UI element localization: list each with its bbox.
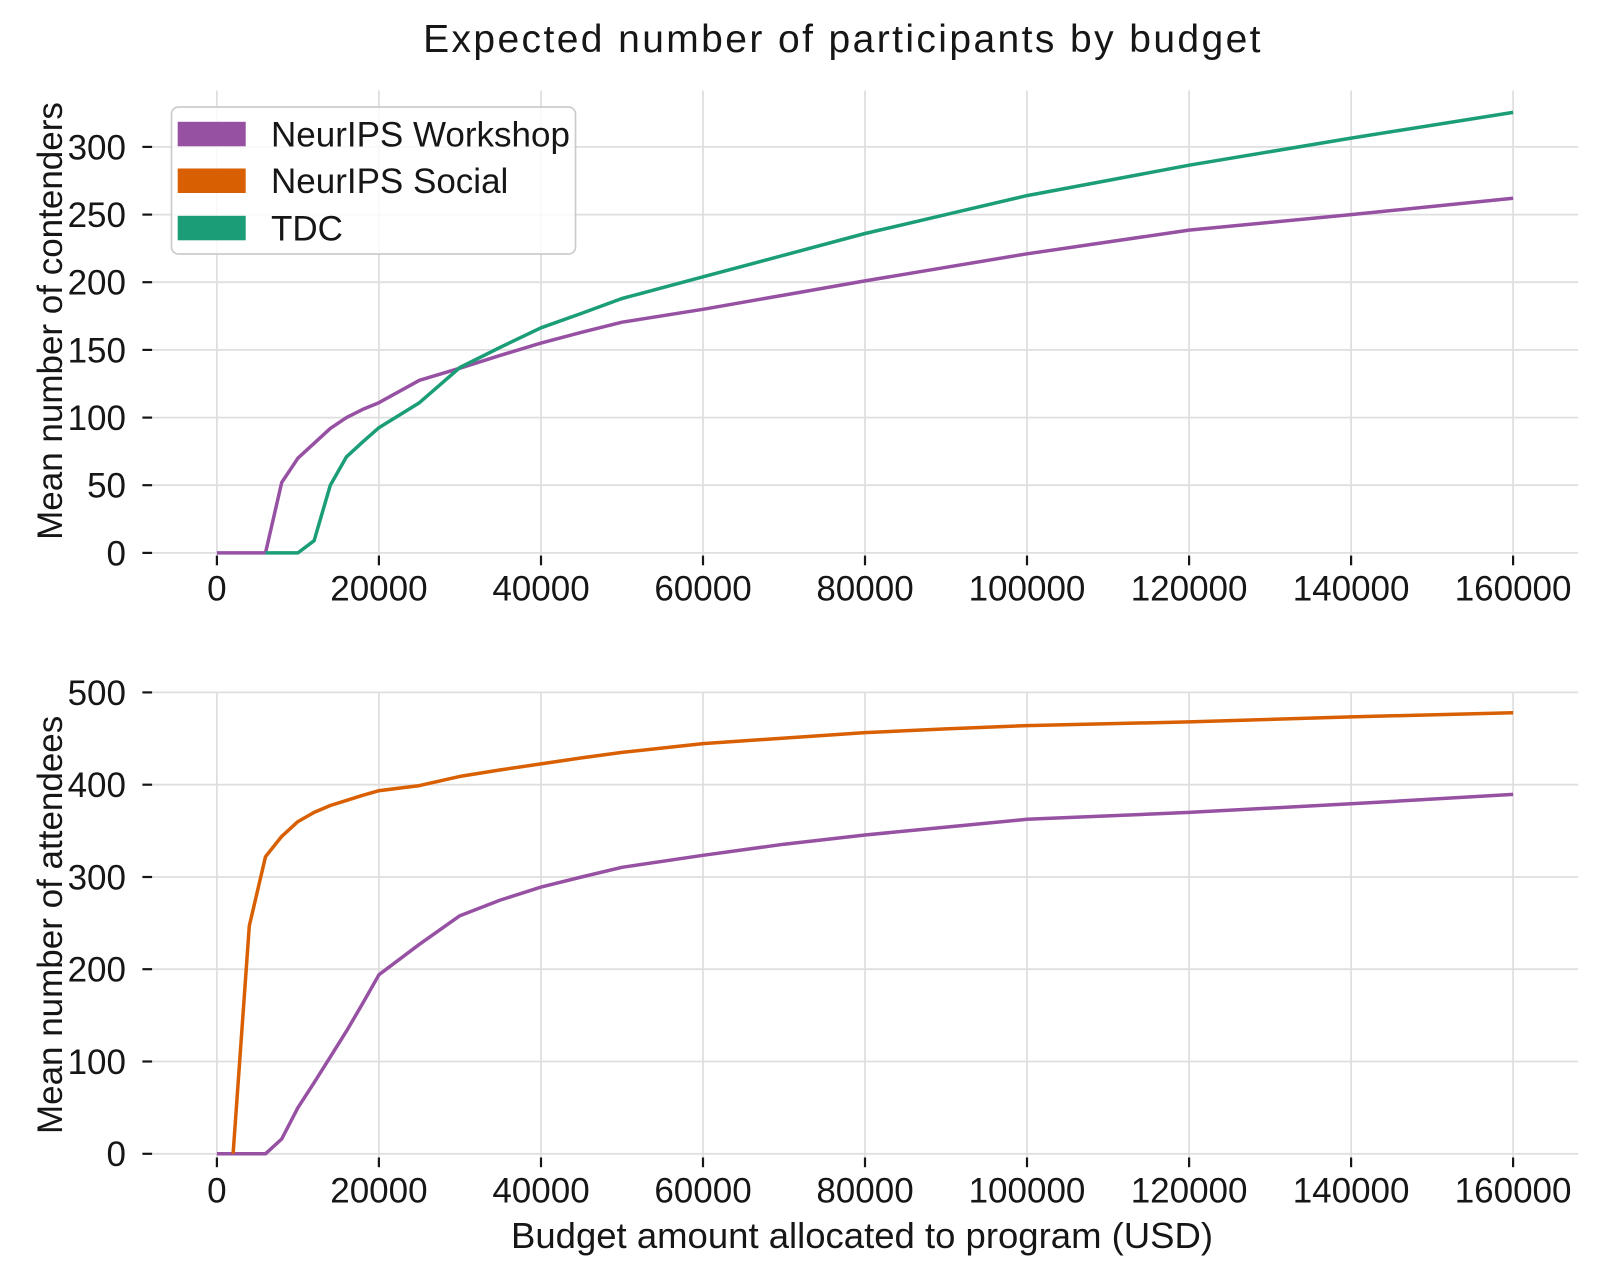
svg-text:60000: 60000 — [654, 1172, 751, 1211]
svg-text:140000: 140000 — [1293, 570, 1410, 609]
svg-text:0: 0 — [207, 1172, 226, 1211]
svg-text:NeurIPS Workshop: NeurIPS Workshop — [271, 115, 570, 154]
svg-text:250: 250 — [68, 196, 126, 235]
svg-text:80000: 80000 — [816, 570, 913, 609]
svg-text:150: 150 — [68, 331, 126, 370]
svg-text:200: 200 — [68, 951, 126, 990]
svg-text:20000: 20000 — [330, 570, 427, 609]
svg-text:120000: 120000 — [1131, 570, 1248, 609]
svg-text:300: 300 — [68, 128, 126, 167]
svg-text:160000: 160000 — [1455, 570, 1572, 609]
svg-text:200: 200 — [68, 264, 126, 303]
svg-text:Budget amount allocated to pro: Budget amount allocated to program (USD) — [511, 1215, 1213, 1256]
svg-text:140000: 140000 — [1293, 1172, 1410, 1211]
svg-text:40000: 40000 — [492, 1172, 589, 1211]
svg-text:Mean number of contenders: Mean number of contenders — [31, 102, 70, 540]
svg-text:0: 0 — [107, 1135, 126, 1174]
svg-text:0: 0 — [107, 534, 126, 573]
svg-text:40000: 40000 — [492, 570, 589, 609]
svg-text:100000: 100000 — [969, 1172, 1086, 1211]
svg-text:20000: 20000 — [330, 1172, 427, 1211]
svg-text:500: 500 — [68, 674, 126, 713]
svg-text:100: 100 — [68, 399, 126, 438]
svg-text:60000: 60000 — [654, 570, 751, 609]
svg-text:Mean number of attendees: Mean number of attendees — [31, 716, 70, 1134]
svg-text:400: 400 — [68, 766, 126, 805]
svg-text:50: 50 — [87, 467, 126, 506]
svg-text:0: 0 — [207, 570, 226, 609]
svg-text:100: 100 — [68, 1043, 126, 1082]
svg-text:300: 300 — [68, 858, 126, 897]
svg-text:100000: 100000 — [969, 570, 1086, 609]
svg-text:TDC: TDC — [271, 209, 343, 248]
svg-text:120000: 120000 — [1131, 1172, 1248, 1211]
svg-text:80000: 80000 — [816, 1172, 913, 1211]
svg-text:Expected number of participant: Expected number of participants by budge… — [423, 18, 1263, 61]
svg-text:NeurIPS Social: NeurIPS Social — [271, 162, 508, 201]
svg-text:160000: 160000 — [1455, 1172, 1572, 1211]
